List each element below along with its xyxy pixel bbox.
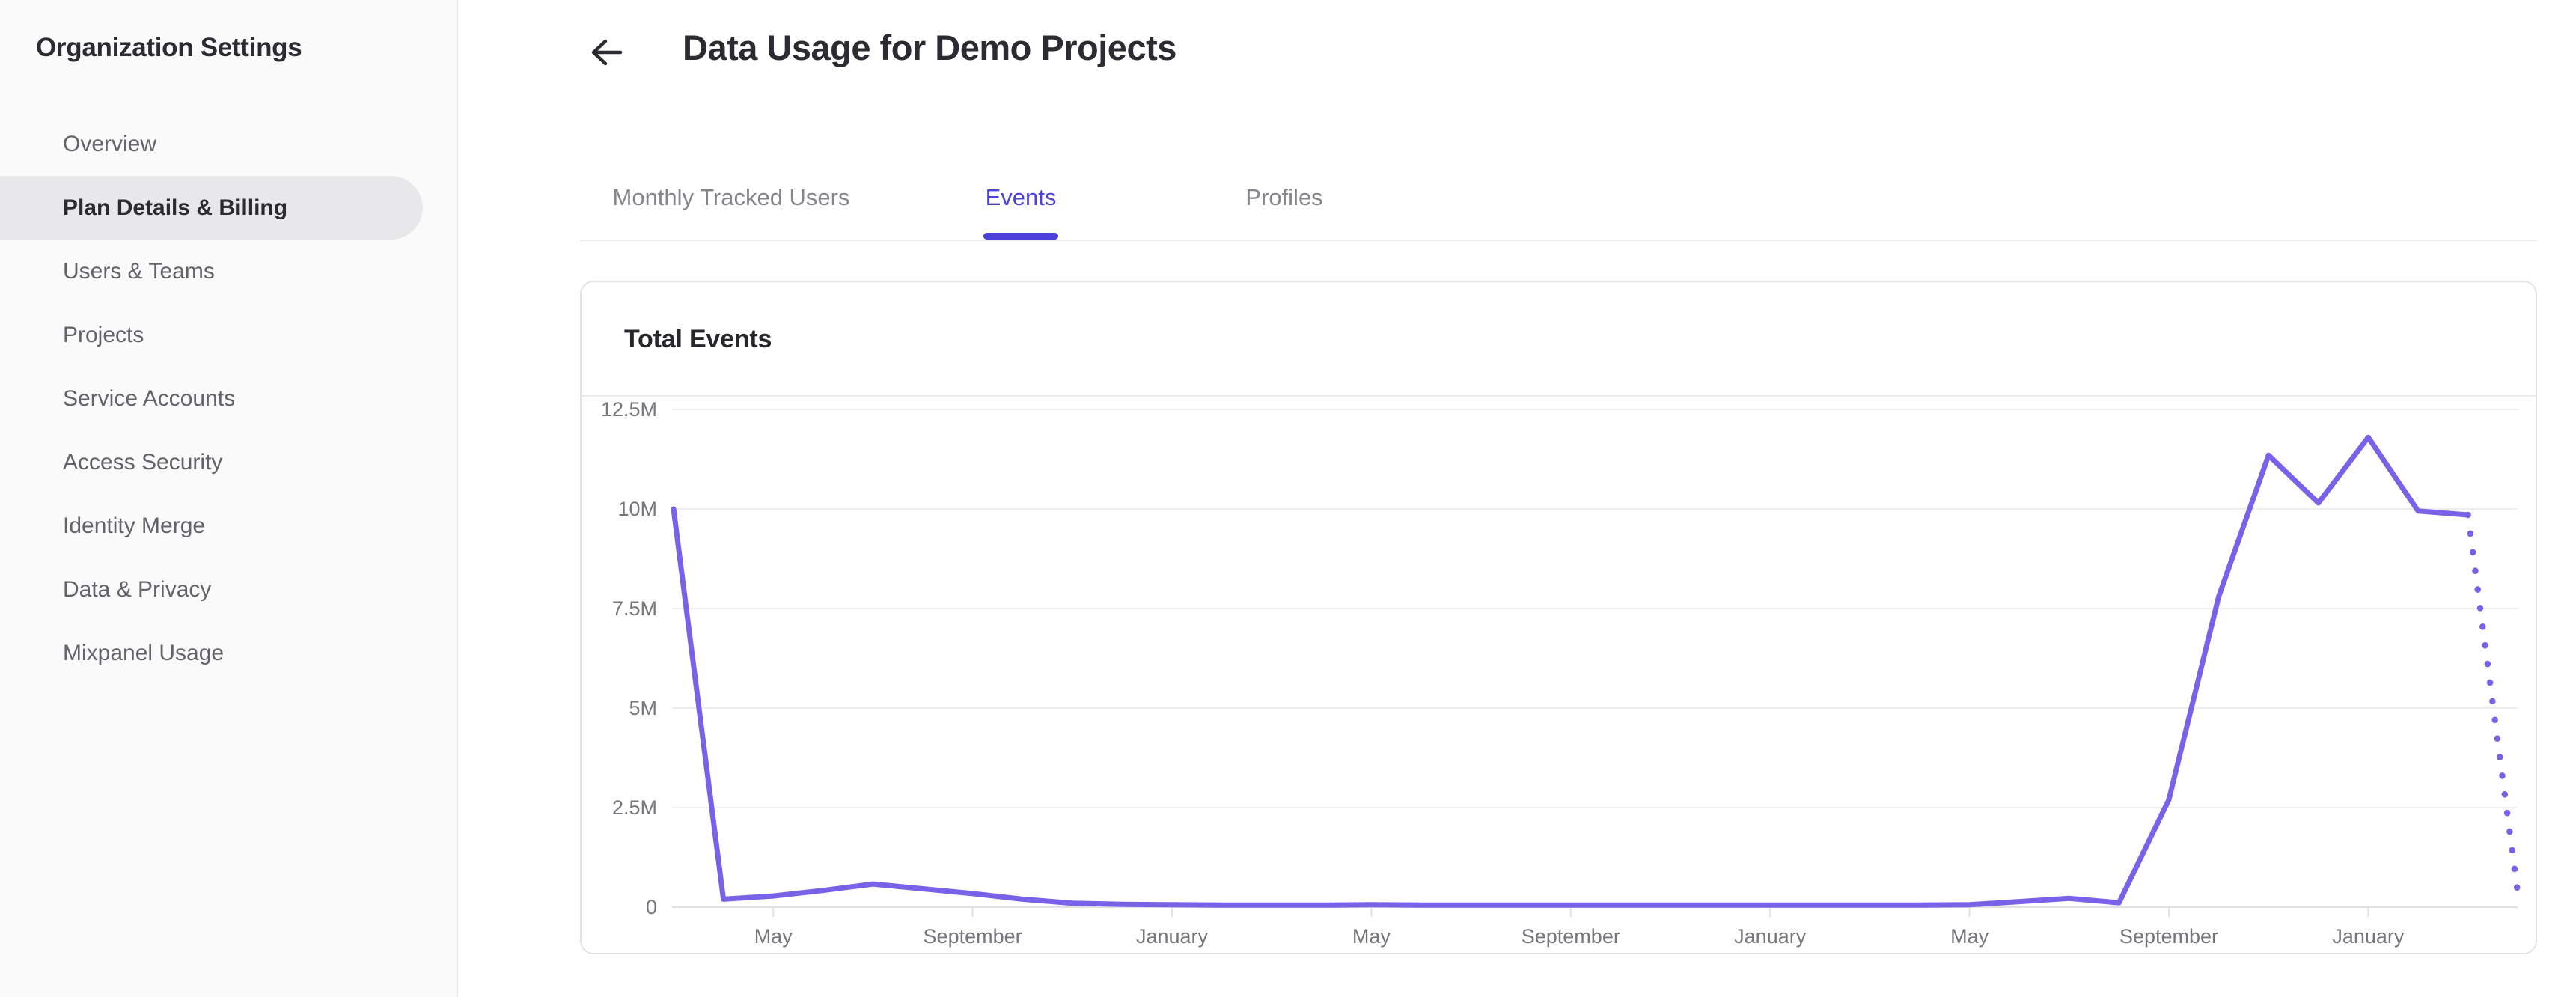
- y-axis-tick-label: 5M: [629, 697, 657, 719]
- x-axis-tick-label: January: [1734, 925, 1807, 948]
- tab-profiles[interactable]: Profiles: [1245, 184, 1323, 210]
- x-axis-tick-label: January: [2332, 925, 2405, 948]
- y-axis-tick-label: 12.5M: [601, 398, 657, 421]
- y-axis-tick-label: 0: [646, 896, 657, 918]
- card-title: Total Events: [624, 325, 772, 353]
- organization-settings-sidebar: Organization Settings Overview Plan Deta…: [0, 0, 458, 997]
- sidebar-title: Organization Settings: [36, 33, 302, 62]
- x-axis-tick-label: May: [754, 925, 793, 948]
- page-title: Data Usage for Demo Projects: [683, 28, 1176, 67]
- sidebar-item-plan-details-billing[interactable]: Plan Details & Billing: [0, 176, 423, 240]
- back-button[interactable]: [585, 31, 627, 73]
- x-axis-tick-label: September: [1522, 925, 1620, 948]
- tabs-divider: [580, 240, 2537, 241]
- sidebar-item-users-teams[interactable]: Users & Teams: [63, 259, 215, 284]
- arrow-left-icon: [591, 39, 623, 66]
- y-axis-tick-label: 10M: [617, 498, 657, 520]
- sidebar-item-access-security[interactable]: Access Security: [63, 450, 223, 475]
- sidebar-item-mixpanel-usage[interactable]: Mixpanel Usage: [63, 641, 225, 665]
- tab-monthly-tracked-users[interactable]: Monthly Tracked Users: [612, 184, 850, 210]
- tab-events[interactable]: Events: [985, 184, 1057, 210]
- sidebar-item-overview[interactable]: Overview: [63, 132, 157, 156]
- active-tab-underline: [983, 233, 1058, 240]
- card-header-divider: [582, 395, 2536, 397]
- x-axis-tick-label: September: [2119, 925, 2218, 948]
- events-series-line: [671, 434, 2471, 908]
- x-axis-tick-label: January: [1136, 925, 1209, 948]
- x-axis-tick-label: September: [924, 925, 1022, 948]
- events-projection-dotted-line: [2464, 511, 2521, 897]
- sidebar-item-identity-merge[interactable]: Identity Merge: [63, 513, 206, 538]
- x-axis-tick-label: May: [1352, 925, 1391, 948]
- sidebar-item-data-privacy[interactable]: Data & Privacy: [63, 577, 212, 602]
- sidebar-item-projects[interactable]: Projects: [63, 323, 144, 347]
- total-events-chart: 0 2.5M 5M 7.5M 10M 12.5M May September January Ma…: [601, 398, 2521, 948]
- y-axis-tick-label: 2.5M: [612, 796, 657, 819]
- total-events-card: Total Events 0 2.5M 5M 7.5M 10M 12.5M May Septe…: [580, 281, 2537, 954]
- sidebar-nav: Overview Plan Details & Billing Users & …: [0, 112, 458, 685]
- y-axis-tick-label: 7.5M: [612, 597, 657, 620]
- x-axis-tick-label: May: [1950, 925, 1989, 948]
- sidebar-item-service-accounts[interactable]: Service Accounts: [63, 386, 236, 411]
